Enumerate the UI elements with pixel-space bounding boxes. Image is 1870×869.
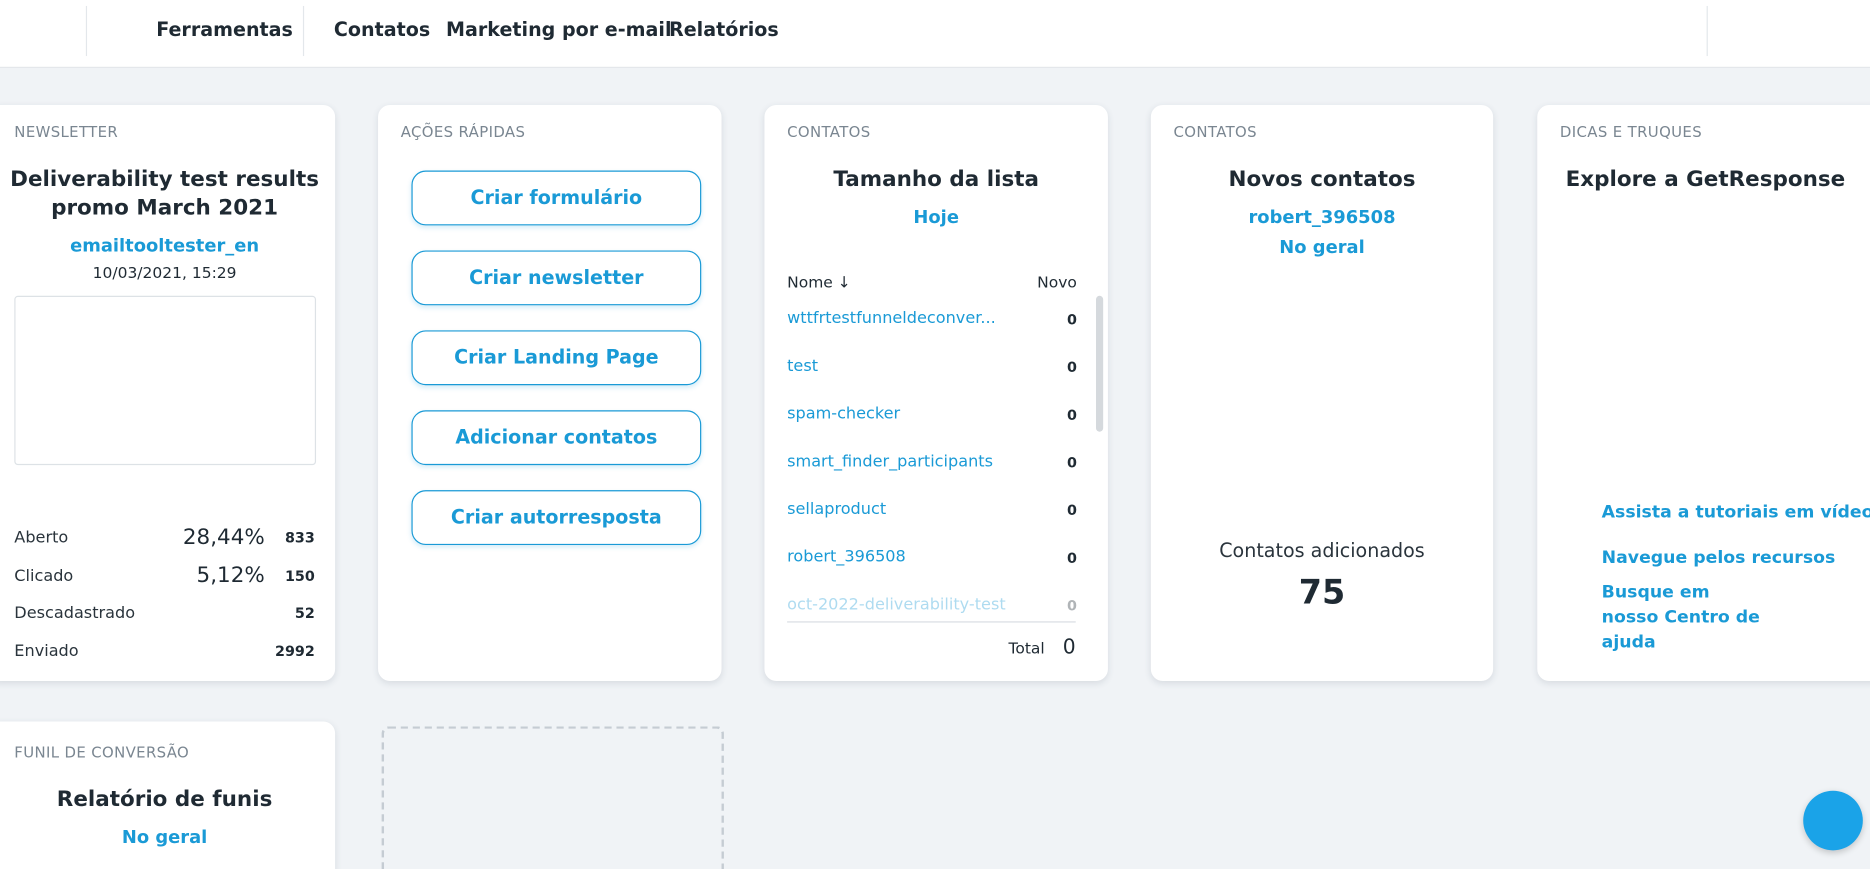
list-new: 0 xyxy=(1066,454,1077,472)
list-new: 0 xyxy=(1066,311,1077,328)
list-name[interactable]: test xyxy=(787,356,819,376)
stat-label: Descadastrado xyxy=(14,603,136,623)
list-name[interactable]: smart_finder_participants xyxy=(787,451,993,472)
stat-count: 2992 xyxy=(275,642,315,660)
card-label: NEWSLETTER xyxy=(14,122,119,141)
list-name[interactable]: robert_396508 xyxy=(787,547,906,567)
tools-menu[interactable]: Ferramentas xyxy=(156,17,293,41)
card-title: Tamanho da lista xyxy=(833,166,1039,193)
list-new: 0 xyxy=(1066,597,1077,615)
stat-percent: 28,44% xyxy=(182,524,265,550)
list-name[interactable]: spam-checker xyxy=(787,404,901,424)
card-label: AÇÕES RÁPIDAS xyxy=(400,122,526,141)
list-name[interactable]: oct-2022-deliverability-test xyxy=(787,595,1006,615)
action-button[interactable]: Criar Landing Page xyxy=(411,330,702,386)
stat-label: Enviado xyxy=(14,641,79,661)
chat-button[interactable] xyxy=(1803,790,1863,851)
total-label: Total xyxy=(1008,640,1045,659)
card-label: DICAS E TRUQUES xyxy=(1559,122,1703,141)
date: 10/03/2021, 15:29 xyxy=(92,264,237,283)
empty-slot[interactable] xyxy=(381,726,724,869)
stat-percent: 5,12% xyxy=(196,562,265,588)
period[interactable]: No geral xyxy=(121,826,208,848)
stat-count: 150 xyxy=(284,567,315,585)
nav-link[interactable]: Relatórios xyxy=(669,17,779,41)
card-title: Novos contatos xyxy=(1228,166,1416,193)
column-header[interactable]: Nome ↓ xyxy=(787,274,851,293)
list-new: 0 xyxy=(1066,549,1077,567)
action-button[interactable]: Criar autorresposta xyxy=(411,490,702,546)
card-label: CONTATOS xyxy=(1173,122,1257,141)
new-contacts-card xyxy=(1150,104,1494,681)
card-label: FUNIL DE CONVERSÃO xyxy=(14,742,190,761)
account[interactable]: robert_396508 xyxy=(1248,206,1396,228)
tip-link[interactable]: Navegue pelos recursos xyxy=(1601,548,1836,568)
list-name[interactable]: wttfrtestfunneldeconver... xyxy=(787,308,996,328)
list-size-card xyxy=(764,104,1108,681)
divider xyxy=(302,5,305,57)
card-title: Relatório de funis xyxy=(56,787,273,813)
list-name[interactable]: sellaproduct xyxy=(787,499,887,519)
stat-label: Clicado xyxy=(14,566,74,586)
action-button[interactable]: Criar newsletter xyxy=(411,250,702,306)
summary-value: 75 xyxy=(1298,572,1346,612)
summary-label: Contatos adicionados xyxy=(1219,539,1425,562)
divider xyxy=(85,5,88,57)
list-new: 0 xyxy=(1066,358,1077,376)
tip-link[interactable]: Busque em nosso Centro de ajuda xyxy=(1601,583,1760,653)
funnel-card xyxy=(0,721,336,869)
column-header: Novo xyxy=(1037,274,1077,293)
stat-count: 833 xyxy=(284,529,315,547)
action-button[interactable]: Criar formulário xyxy=(411,170,702,226)
divider xyxy=(1706,5,1708,57)
scrollbar[interactable] xyxy=(1095,295,1104,432)
stat-label: Aberto xyxy=(14,528,69,548)
period[interactable]: No geral xyxy=(1279,236,1365,258)
nav-link[interactable]: Marketing por e-mail xyxy=(446,17,672,41)
total-value: 0 xyxy=(1062,635,1076,660)
email-preview[interactable] xyxy=(14,295,317,466)
action-button[interactable]: Adicionar contatos xyxy=(411,410,702,466)
list-new: 0 xyxy=(1066,406,1077,424)
list-new: 0 xyxy=(1066,502,1077,519)
stat-count: 52 xyxy=(294,604,315,622)
tip-link[interactable]: Assista a tutoriais em vídeo xyxy=(1601,503,1870,523)
card-label: CONTATOS xyxy=(787,122,871,141)
tips-card xyxy=(1537,104,1870,681)
top-bar xyxy=(0,0,1870,68)
period[interactable]: Hoje xyxy=(913,206,959,228)
account[interactable]: emailtooltester_en xyxy=(70,234,260,257)
nav-link[interactable]: Contatos xyxy=(333,17,431,41)
card-title: Explore a GetResponse xyxy=(1565,166,1846,193)
divider xyxy=(787,621,1076,623)
card-title: Deliverability test results promo March … xyxy=(10,166,319,221)
